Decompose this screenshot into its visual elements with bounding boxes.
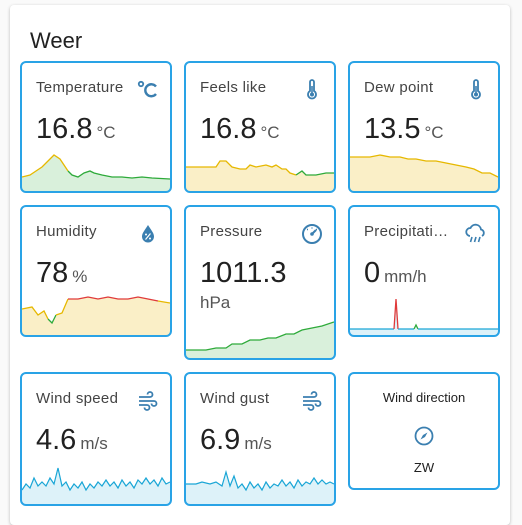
humidity-card[interactable]: Humidity 78% — [20, 205, 172, 337]
wind-speed-value: 4.6 m/s — [36, 424, 108, 456]
dew-point-card[interactable]: Dew point 13.5 °C — [348, 61, 500, 193]
thermometer-icon — [464, 78, 488, 102]
humidity-label: Humidity — [36, 223, 97, 240]
feels-like-graph — [186, 160, 334, 191]
wind-direction-card[interactable]: Wind direction ZW — [348, 372, 500, 490]
feels-like-card[interactable]: Feels like 16.8 °C — [184, 61, 336, 193]
feels-like-value: 16.8 °C — [200, 113, 280, 145]
water-percent-icon — [136, 222, 160, 246]
temperature-value: 16.8 °C — [36, 113, 116, 145]
gauge-icon — [300, 222, 324, 246]
weather-pouring-icon — [464, 222, 488, 246]
wind-speed-card[interactable]: Wind speed 4.6 m/s — [20, 372, 172, 506]
temperature-graph — [22, 154, 170, 191]
compass-icon — [412, 424, 436, 448]
pressure-card[interactable]: Pressure 1011.3 hPa — [184, 205, 336, 360]
wind-direction-value: ZW — [413, 460, 435, 475]
precipitation-card[interactable]: Precipitati… 0 mm/h — [348, 205, 500, 337]
feels-like-label: Feels like — [200, 79, 267, 96]
wind-speed-graph — [22, 467, 170, 504]
dew-point-value: 13.5 °C — [364, 113, 444, 145]
wind-gust-label: Wind gust — [200, 390, 270, 407]
temperature-label: Temperature — [36, 79, 124, 96]
thermometer-icon — [300, 78, 324, 102]
dew-point-label: Dew point — [364, 79, 434, 96]
weather-windy-icon — [136, 389, 160, 413]
wind-speed-label: Wind speed — [36, 390, 119, 407]
wind-direction-label: Wind direction — [382, 390, 466, 405]
precipitation-label: Precipitati… — [364, 223, 449, 240]
panel-title: Weer — [30, 28, 83, 53]
wind-gust-card[interactable]: Wind gust 6.9 m/s — [184, 372, 336, 506]
temperature-card[interactable]: Temperature 16.8 °C — [20, 61, 172, 193]
humidity-value: 78% — [36, 257, 88, 289]
dew-point-graph — [350, 154, 498, 191]
celsius-icon — [136, 78, 160, 102]
precipitation-value: 0 mm/h — [364, 257, 427, 289]
weather-windy-icon — [300, 389, 324, 413]
pressure-unit: hPa — [200, 293, 231, 312]
pressure-label: Pressure — [200, 223, 263, 240]
wind-gust-value: 6.9 m/s — [200, 424, 272, 456]
pressure-value: 1011.3 — [200, 257, 287, 289]
wind-gust-graph — [186, 469, 334, 504]
precipitation-graph — [350, 298, 498, 335]
humidity-graph — [22, 296, 170, 335]
pressure-graph — [186, 321, 334, 358]
